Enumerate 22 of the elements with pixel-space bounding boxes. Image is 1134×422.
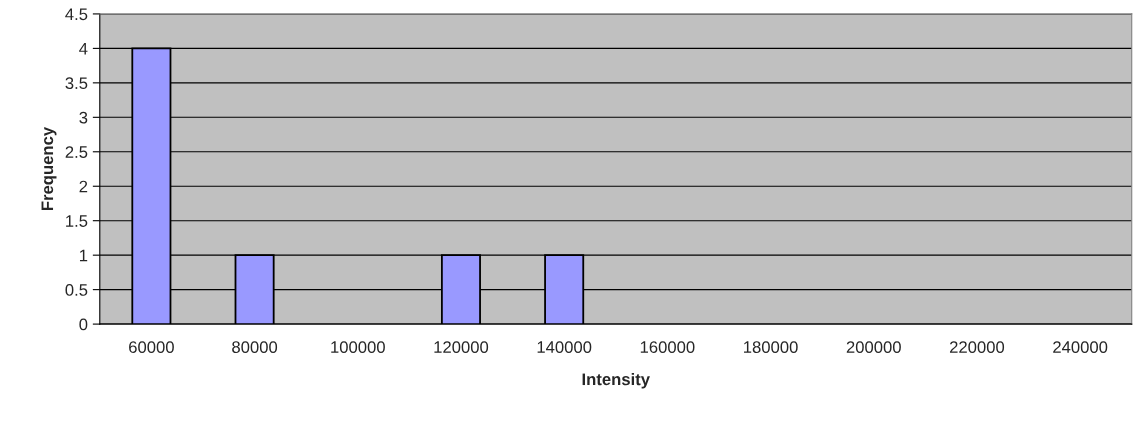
x-tick-label: 240000: [1053, 341, 1108, 353]
x-tick-label: 80000: [232, 341, 278, 353]
y-tick-label: 4.5: [65, 8, 88, 21]
y-tick-label: 2.5: [65, 146, 88, 158]
y-tick-label: 4: [79, 42, 88, 55]
x-tick-label: 180000: [744, 341, 798, 353]
x-tick-label: 220000: [949, 341, 1005, 353]
y-tick-label: 3.5: [65, 77, 88, 90]
x-tick-label: 140000: [537, 341, 592, 353]
x-axis-title: Intensity: [582, 372, 650, 389]
y-tick-label: 1.5: [66, 215, 88, 227]
x-tick-label: 100000: [331, 341, 385, 353]
x-tick-label: 60000: [129, 341, 174, 353]
x-tick-label: 160000: [640, 341, 695, 353]
y-tick-label: 0.5: [65, 284, 88, 296]
y-tick-label: 0: [79, 318, 88, 331]
x-tick-label: 200000: [846, 341, 901, 353]
y-tick-label: 1: [79, 249, 88, 262]
x-tick-label: 120000: [434, 341, 489, 353]
y-tick-label: 2: [79, 180, 88, 193]
y-tick-label: 3: [79, 111, 88, 124]
y-axis-title: Frequency: [41, 126, 57, 211]
